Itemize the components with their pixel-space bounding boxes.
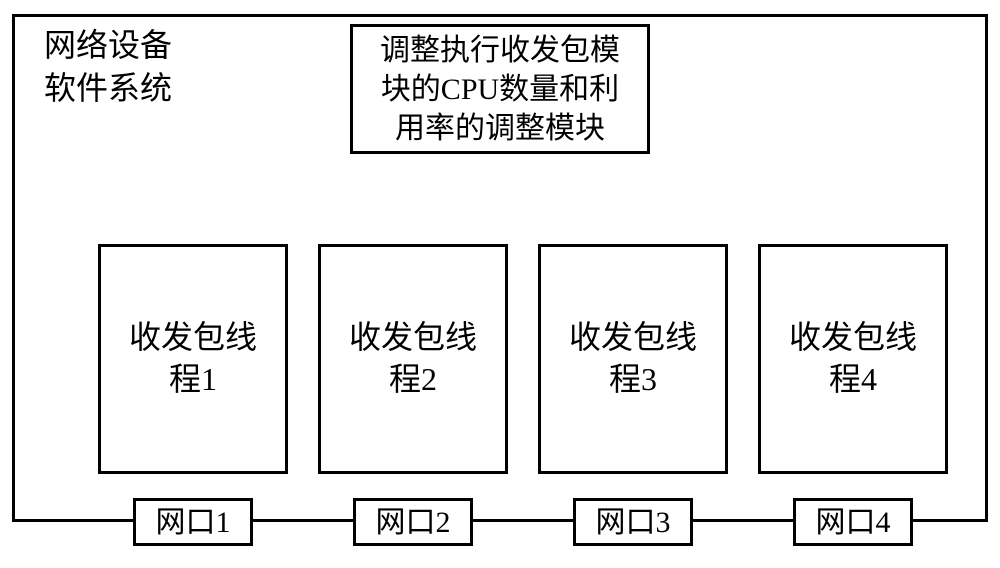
thread-box-4: 收发包线程4	[758, 244, 948, 474]
thread-label: 收发包线程1	[129, 317, 257, 400]
port-box-1: 网口1	[133, 498, 253, 546]
port-box-3: 网口3	[573, 498, 693, 546]
system-title-line1: 网络设备	[44, 27, 172, 63]
port-box-2: 网口2	[353, 498, 473, 546]
thread-label: 收发包线程2	[349, 317, 477, 400]
port-label: 网口4	[816, 503, 891, 542]
thread-box-2: 收发包线程2	[318, 244, 508, 474]
thread-label: 收发包线程4	[789, 317, 917, 400]
adjust-module-box: 调整执行收发包模块的CPU数量和利用率的调整模块	[350, 24, 650, 154]
port-label: 网口2	[376, 503, 451, 542]
system-title-line2: 软件系统	[44, 70, 172, 106]
thread-box-1: 收发包线程1	[98, 244, 288, 474]
port-label: 网口1	[156, 503, 231, 542]
thread-box-3: 收发包线程3	[538, 244, 728, 474]
thread-label: 收发包线程3	[569, 317, 697, 400]
adjust-module-text: 调整执行收发包模块的CPU数量和利用率的调整模块	[380, 31, 620, 148]
port-label: 网口3	[596, 503, 671, 542]
diagram-canvas: 网络设备软件系统 调整执行收发包模块的CPU数量和利用率的调整模块 收发包线程1…	[0, 0, 1000, 568]
port-box-4: 网口4	[793, 498, 913, 546]
system-title: 网络设备软件系统	[28, 24, 188, 110]
